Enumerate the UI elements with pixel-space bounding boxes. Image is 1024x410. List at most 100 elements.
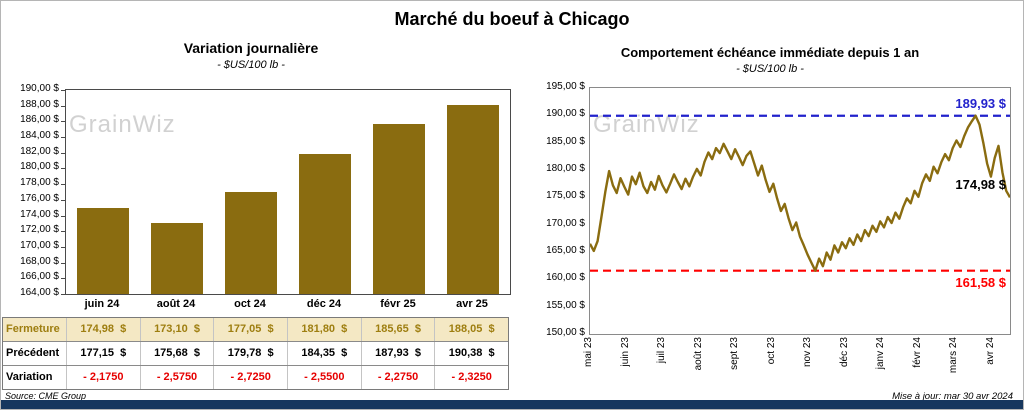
table-cell: 184,35 $ xyxy=(287,342,361,365)
bar xyxy=(373,124,425,294)
y-axis-label: 180,00 $ xyxy=(20,161,59,173)
y-axis-label: 175,00 $ xyxy=(546,190,585,202)
y-axis-label: 172,00 $ xyxy=(20,224,59,236)
y-axis-label: 155,00 $ xyxy=(546,299,585,311)
right-chart-title: Comportement échéance immédiate depuis 1… xyxy=(620,45,920,60)
bar xyxy=(77,207,129,294)
y-tick-mark xyxy=(61,152,66,154)
y-axis-label: 166,00 $ xyxy=(20,271,59,283)
table-cell: 173,10 $ xyxy=(139,318,214,341)
y-axis-label: 188,00 $ xyxy=(20,98,59,110)
table-cell: 174,98 $ xyxy=(66,318,140,341)
y-axis-label: 176,00 $ xyxy=(20,192,59,204)
y-axis-label: 150,00 $ xyxy=(546,327,585,338)
page-title: Marché du boeuf à Chicago xyxy=(394,9,630,29)
bar xyxy=(447,105,499,294)
table-cell: - 2,7250 xyxy=(213,366,287,389)
price-line-chart xyxy=(590,114,1010,272)
update-note: Mise à jour: mar 30 avr 2024 xyxy=(892,391,1013,402)
left-chart-subtitle: - $US/100 lb - xyxy=(217,59,285,71)
y-axis-label: 178,00 $ xyxy=(20,177,59,189)
y-tick-mark xyxy=(61,262,66,264)
row-label: Variation xyxy=(6,371,53,383)
category-label: avr 25 xyxy=(456,298,488,310)
y-tick-mark xyxy=(61,105,66,107)
price-line xyxy=(590,114,1010,272)
y-axis-label: 168,00 $ xyxy=(20,255,59,267)
y-axis-label: 182,00 $ xyxy=(20,145,59,157)
x-axis-label: juil 23 xyxy=(656,337,668,364)
table-cell: - 2,5750 xyxy=(139,366,214,389)
bar-y-axis: 190,00 $ 188,00 $ 186,00 $ 184,00 $ 182,00 $… xyxy=(1,83,59,298)
y-tick-mark xyxy=(61,231,66,233)
bar xyxy=(225,191,277,294)
y-tick-mark xyxy=(61,278,66,280)
right-chart-subtitle: - $US/100 lb - xyxy=(736,63,804,75)
x-axis-label: août 23 xyxy=(692,337,704,371)
table-cell: 187,93 $ xyxy=(360,342,435,365)
category-label: févr 25 xyxy=(380,298,416,310)
table-cell: 181,80 $ xyxy=(287,318,361,341)
line-y-axis: 195,00 $ 190,00 $ 185,00 $ 180,00 $ 175,00 $… xyxy=(523,81,585,338)
table-cell: - 2,5500 xyxy=(287,366,361,389)
y-tick-mark xyxy=(61,168,66,170)
source-note: Source: CME Group xyxy=(5,391,87,401)
x-axis-label: janv 24 xyxy=(875,337,887,370)
bar-plot-area xyxy=(61,89,511,295)
table-cell: - 2,1750 xyxy=(66,366,140,389)
x-axis-label: nov 23 xyxy=(802,337,814,368)
line-plot-area: 189,93 $174,98 $161,58 $ xyxy=(589,87,1011,335)
left-chart-title: Variation journalière xyxy=(183,40,319,56)
x-axis-label: mai 23 xyxy=(583,337,594,368)
price-table: Fermeture 174,98 $173,10 $177,05 $181,80 … xyxy=(2,317,509,390)
x-axis-label: juin 23 xyxy=(619,337,631,367)
table-row-variation: Variation - 2,1750- 2,5750- 2,7250- 2,550… xyxy=(3,366,508,389)
x-axis-label: mars 24 xyxy=(948,337,960,374)
y-axis-label: 184,00 $ xyxy=(20,130,59,142)
y-tick-mark xyxy=(61,90,66,91)
table-cell: 177,15 $ xyxy=(66,342,140,365)
y-tick-mark xyxy=(61,215,66,217)
line-x-axis: mai 23 juin 23 juil 23 août 23 sept 23 oct 23… xyxy=(583,337,1009,393)
x-axis-label: avr 24 xyxy=(984,337,996,365)
y-axis-label: 174,00 $ xyxy=(20,208,59,220)
table-row-fermeture: Fermeture 174,98 $173,10 $177,05 $181,80 … xyxy=(3,318,508,342)
row-label: Précédent xyxy=(6,347,60,359)
y-axis-label: 165,00 $ xyxy=(546,245,585,256)
y-axis-label: 170,00 $ xyxy=(546,217,585,229)
table-cell: 190,38 $ xyxy=(434,342,508,365)
y-tick-mark xyxy=(61,137,66,139)
y-axis-label: 186,00 $ xyxy=(20,114,59,126)
category-label: juin 24 xyxy=(84,298,120,310)
table-cell: 185,65 $ xyxy=(360,318,435,341)
table-cell: 179,78 $ xyxy=(213,342,287,365)
table-row-precedent: Précédent 177,15 $175,68 $179,78 $184,35 … xyxy=(3,342,508,366)
y-axis-label: 190,00 $ xyxy=(20,83,59,94)
y-tick-mark xyxy=(61,184,66,186)
y-axis-label: 164,00 $ xyxy=(20,287,59,298)
x-axis-label: oct 23 xyxy=(765,337,777,365)
y-axis-label: 160,00 $ xyxy=(546,272,585,284)
y-axis-label: 180,00 $ xyxy=(546,163,585,174)
y-tick-mark xyxy=(61,246,66,248)
x-axis-label: févr 24 xyxy=(911,337,923,368)
bar xyxy=(299,154,351,294)
table-cell: 175,68 $ xyxy=(139,342,214,365)
y-axis-label: 170,00 $ xyxy=(20,239,59,251)
bar xyxy=(151,222,203,294)
category-label: oct 24 xyxy=(234,298,266,310)
y-tick-mark xyxy=(61,199,66,201)
y-axis-label: 190,00 $ xyxy=(546,108,585,120)
category-label: déc 24 xyxy=(306,298,342,310)
bottom-accent-bar xyxy=(1,400,1023,409)
x-axis-label: déc 23 xyxy=(838,337,850,368)
row-label: Fermeture xyxy=(6,323,60,335)
category-label: août 24 xyxy=(156,298,196,310)
x-axis-label: sept 23 xyxy=(729,337,741,370)
y-tick-mark xyxy=(61,294,66,295)
table-cell: 177,05 $ xyxy=(213,318,287,341)
bar-x-axis: juin 24 août 24 oct 24 déc 24 févr 25 avr 25 xyxy=(65,298,509,310)
table-cell: 188,05 $ xyxy=(434,318,508,341)
y-axis-label: 185,00 $ xyxy=(546,135,585,147)
